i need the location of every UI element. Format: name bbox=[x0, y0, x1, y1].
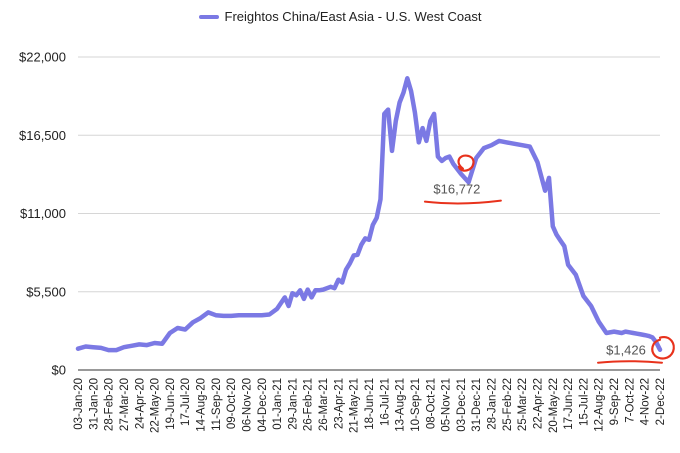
x-tick-label: 08-Oct-21 bbox=[425, 378, 437, 429]
x-tick-label: 28-Feb-20 bbox=[104, 378, 116, 431]
x-tick-label: 25-Mar-22 bbox=[517, 378, 529, 431]
x-tick-label: 23-Apr-21 bbox=[333, 378, 345, 429]
x-tick-label: 25-Feb-22 bbox=[502, 378, 514, 431]
x-tick-label: 05-Nov-21 bbox=[441, 378, 453, 432]
y-tick-label: $5,500 bbox=[26, 284, 66, 299]
x-tick-label: 10-Sep-21 bbox=[410, 378, 422, 432]
annotation-circle bbox=[457, 154, 475, 172]
annotation-underline bbox=[597, 360, 663, 364]
x-tick-label: 29-Jan-21 bbox=[287, 378, 299, 430]
y-tick-label: $11,000 bbox=[20, 206, 66, 221]
x-tick-label: 03-Dec-21 bbox=[456, 378, 468, 432]
x-tick-label: 09-Oct-20 bbox=[226, 378, 238, 429]
x-tick-label: 24-Apr-20 bbox=[134, 378, 146, 429]
annotation-circle bbox=[651, 336, 675, 360]
y-axis-ticks: $0 $5,500 $11,000 $16,500 $22,000 bbox=[19, 50, 66, 378]
x-tick-label: 04-Dec-20 bbox=[257, 378, 269, 432]
x-tick-label: 22-Apr-22 bbox=[532, 378, 544, 429]
x-tick-label: 9-Sep-22 bbox=[609, 378, 621, 425]
series-line bbox=[75, 76, 663, 353]
y-tick-label: $16,500 bbox=[19, 128, 66, 143]
x-tick-label: 21-May-21 bbox=[349, 378, 361, 433]
x-tick-label: 11-Sep-20 bbox=[211, 378, 223, 431]
x-tick-label: 20-May-22 bbox=[548, 378, 560, 433]
x-tick-label: 12-Aug-22 bbox=[594, 378, 606, 432]
x-tick-label: 18-Jun-21 bbox=[364, 378, 376, 430]
x-tick-label: 16-Jul-21 bbox=[379, 378, 391, 426]
legend-swatch bbox=[198, 14, 219, 19]
x-tick-label: 2-Dec-22 bbox=[655, 378, 667, 425]
x-tick-label: 06-Nov-20 bbox=[241, 378, 253, 432]
x-tick-label: 22-May-20 bbox=[150, 378, 162, 433]
x-tick-label: 03-Jan-20 bbox=[73, 378, 85, 430]
x-tick-label: 31-Dec-21 bbox=[471, 378, 483, 432]
x-tick-label: 14-Aug-20 bbox=[196, 378, 208, 432]
x-tick-label: 26-Mar-21 bbox=[318, 378, 330, 431]
legend-label: Freightos China/East Asia - U.S. West Co… bbox=[224, 9, 482, 25]
x-tick-label: 27-Mar-20 bbox=[119, 378, 131, 431]
y-tick-label: $22,000 bbox=[19, 50, 66, 65]
annotation-label: $1,426 bbox=[606, 343, 646, 358]
legend: Freightos China/East Asia - U.S. West Co… bbox=[0, 8, 680, 24]
annotations: $16,772 $1,426 bbox=[423, 154, 675, 364]
x-tick-label: 15-Jul-22 bbox=[578, 378, 590, 426]
x-tick-label: 31-Jan-20 bbox=[88, 378, 100, 430]
annotation-underline bbox=[423, 199, 502, 205]
x-tick-label: 28-Jan-22 bbox=[487, 378, 499, 430]
x-tick-label: 7-Oct-22 bbox=[624, 378, 636, 423]
x-tick-label: 4-Nov-22 bbox=[640, 378, 652, 425]
gridlines bbox=[78, 56, 660, 371]
x-tick-label: 13-Aug-21 bbox=[395, 378, 407, 432]
x-tick-label: 17-Jun-22 bbox=[563, 378, 575, 430]
x-tick-label: 17-Jul-20 bbox=[180, 378, 192, 426]
annotation-label: $16,772 bbox=[433, 182, 480, 197]
x-tick-label: 19-Jun-20 bbox=[165, 378, 177, 430]
x-axis-ticks: 03-Jan-20 31-Jan-20 28-Feb-20 27-Mar-20 24-A… bbox=[73, 378, 667, 433]
y-tick-label: $0 bbox=[52, 363, 66, 378]
x-tick-label: 26-Feb-21 bbox=[303, 378, 315, 431]
x-tick-label: 01-Jan-21 bbox=[272, 378, 284, 430]
